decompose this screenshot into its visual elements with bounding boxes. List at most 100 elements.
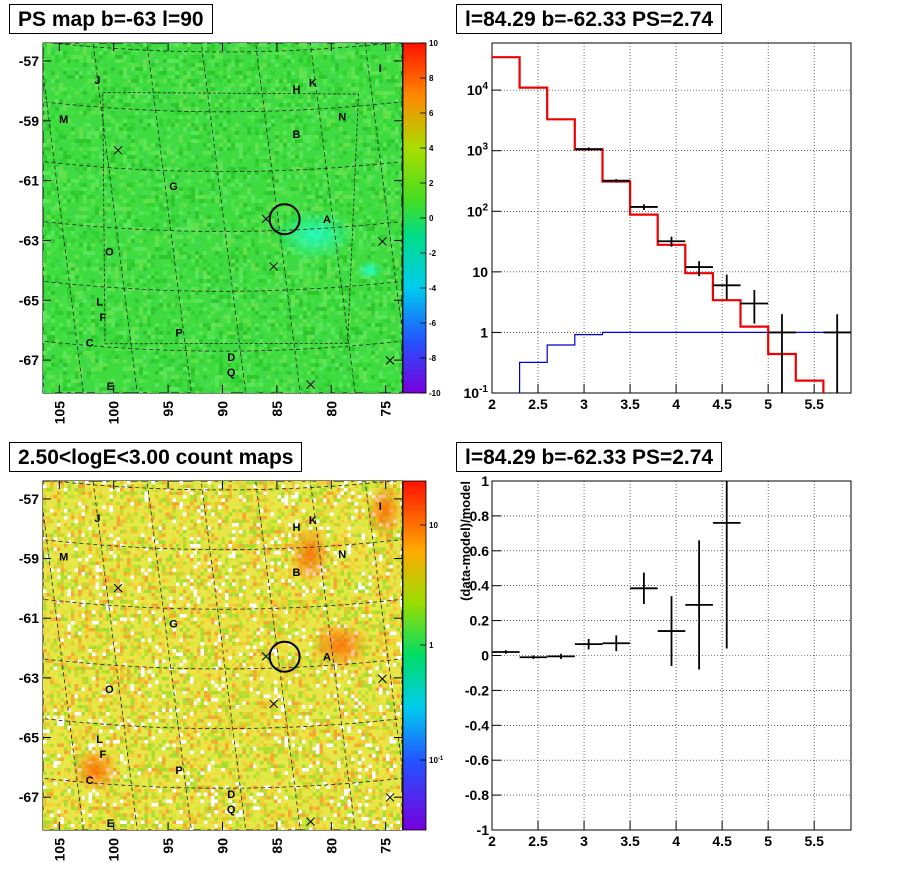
map-pixel [203, 275, 207, 279]
map-pixel [59, 71, 63, 75]
map-pixel [211, 391, 215, 393]
map-pixel [151, 347, 155, 351]
map-pixel [347, 195, 351, 199]
map-pixel [367, 139, 371, 143]
colorbar-tick-label: -10 [429, 389, 441, 398]
count-pixel [130, 488, 134, 492]
count-pixel [284, 498, 288, 502]
map-pixel [59, 163, 63, 167]
map-pixel [199, 303, 203, 307]
count-pixel [330, 491, 334, 495]
map-pixel [63, 251, 67, 255]
map-pixel [363, 323, 367, 327]
map-pixel [179, 191, 183, 195]
count-pixel [71, 505, 75, 509]
map-pixel [107, 331, 111, 335]
map-pixel [343, 251, 347, 255]
map-pixel [63, 187, 67, 191]
map-pixel [103, 283, 107, 287]
map-pixel [283, 275, 287, 279]
map-pixel [123, 267, 127, 271]
map-pixel [287, 59, 291, 63]
map-pixel [127, 155, 131, 159]
map-pixel [331, 195, 335, 199]
map-pixel [75, 351, 79, 355]
map-pixel [363, 327, 367, 331]
map-pixel [87, 103, 91, 107]
map-pixel [175, 43, 179, 47]
map-pixel [175, 107, 179, 111]
map-pixel [259, 339, 263, 343]
map-pixel [319, 307, 323, 311]
map-pixel [339, 355, 343, 359]
map-pixel [171, 87, 175, 91]
map-pixel [359, 291, 363, 295]
map-pixel [163, 147, 167, 151]
map-pixel [111, 383, 115, 387]
map-pixel [163, 163, 167, 167]
map-pixel [103, 383, 107, 387]
map-pixel [155, 259, 159, 263]
map-pixel [203, 199, 207, 203]
map-pixel [79, 179, 83, 183]
map-pixel [363, 167, 367, 171]
map-pixel [395, 231, 399, 235]
map-pixel [335, 103, 339, 107]
map-pixel [387, 47, 391, 51]
map-pixel [283, 359, 287, 363]
map-pixel [91, 387, 95, 391]
map-pixel [375, 203, 379, 207]
map-pixel [231, 159, 235, 163]
count-pixel [92, 502, 96, 506]
map-pixel [347, 335, 351, 339]
map-pixel [331, 299, 335, 303]
map-pixel [391, 143, 395, 147]
map-pixel [279, 91, 283, 95]
map-pixel [131, 247, 135, 251]
map-pixel [395, 159, 399, 163]
map-pixel [151, 79, 155, 83]
map-pixel [243, 295, 247, 299]
map-pixel [123, 83, 127, 87]
map-pixel [287, 291, 291, 295]
map-pixel [215, 59, 219, 63]
map-pixel [195, 215, 199, 219]
map-pixel [99, 323, 103, 327]
map-pixel [203, 383, 207, 387]
map-pixel [223, 63, 227, 67]
map-pixel [335, 263, 339, 267]
map-pixel [283, 47, 287, 51]
map-pixel [227, 391, 231, 393]
map-pixel [363, 131, 367, 135]
map-pixel [95, 99, 99, 103]
map-pixel [115, 55, 119, 59]
map-pixel [171, 351, 175, 355]
map-pixel [387, 339, 391, 343]
map-pixel [263, 163, 267, 167]
map-pixel [55, 147, 59, 151]
map-pixel [383, 343, 387, 347]
map-pixel [63, 183, 67, 187]
map-pixel [367, 235, 371, 239]
map-pixel [231, 63, 235, 67]
map-pixel [347, 391, 351, 393]
map-pixel [331, 355, 335, 359]
map-pixel [99, 311, 103, 315]
map-pixel [63, 303, 67, 307]
map-pixel [275, 175, 279, 179]
map-pixel [47, 147, 51, 151]
map-pixel [271, 139, 275, 143]
map-pixel [315, 195, 319, 199]
map-pixel [75, 67, 79, 71]
map-pixel [71, 75, 75, 79]
map-pixel [255, 219, 259, 223]
map-pixel [199, 199, 203, 203]
map-pixel [267, 363, 271, 367]
map-pixel [227, 107, 231, 111]
map-pixel [207, 331, 211, 335]
map-pixel [143, 283, 147, 287]
map-pixel [91, 199, 95, 203]
count-pixel [186, 488, 190, 492]
map-pixel [295, 139, 299, 143]
map-pixel [399, 307, 402, 311]
